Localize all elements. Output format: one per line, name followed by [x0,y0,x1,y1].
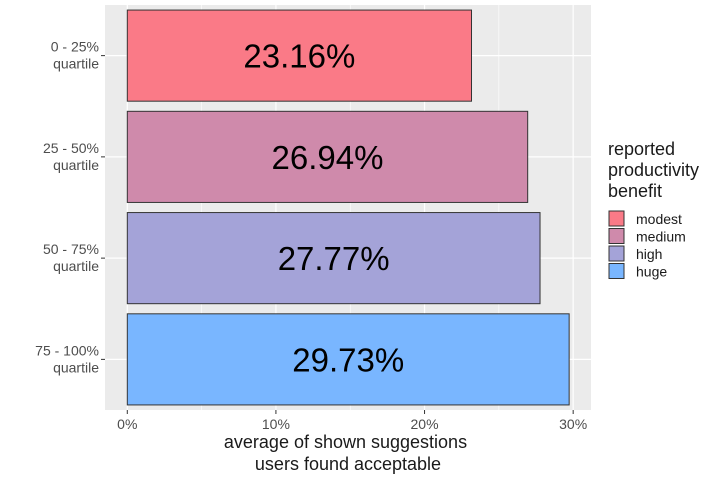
y-tick-label: 50 - 75% quartile [43,241,99,274]
y-tick-label-line: quartile [53,56,99,72]
legend-key-high [608,245,625,262]
bar-modest [126,9,473,102]
x-axis-title-line-1: average of shown suggestions [224,432,467,452]
y-tick-label: 0 - 25% quartile [51,39,99,72]
x-axis-title: average of shown suggestions users found… [224,432,472,474]
legend-label-huge: huge [636,264,667,280]
y-tick-label-line: 75 - 100% [35,342,99,358]
legend-label-high: high [636,246,662,262]
bar-value-label: 27.77% [278,240,390,277]
legend-title-line-2: productivity [608,160,699,180]
bar-labels-group: 23.16% 26.94% 27.77% 29.73% [243,38,404,379]
bar-high [126,212,541,305]
legend-title-line-3: benefit [608,181,662,201]
bar-value-label: 29.73% [292,341,404,378]
legend-label-medium: medium [636,229,686,245]
legend-key-medium [608,228,625,244]
legend-key-huge [608,263,625,279]
legend-label-modest: modest [636,211,682,227]
x-tick-label: 30% [559,416,587,432]
x-tick-label: 10% [262,416,290,432]
legend-title-line-1: reported [608,139,675,159]
legend-key-modest [608,210,625,227]
y-tick-label: 75 - 100% quartile [35,342,99,375]
y-tick-label-line: 50 - 75% [43,241,99,257]
bar-huge [126,313,570,406]
bar-value-label: 26.94% [272,139,384,176]
x-axis-title-line-2: users found acceptable [255,454,441,474]
legend-title: reported productivity benefit [608,139,704,201]
y-tick-label: 25 - 50% quartile [43,140,99,173]
x-tick-label: 0% [117,416,137,432]
x-axis: 0% 10% 20% 30% [117,410,587,432]
bars-group [126,9,570,406]
y-tick-label-line: 25 - 50% [43,140,99,156]
y-tick-label-line: quartile [53,258,99,274]
x-tick-label: 20% [411,416,439,432]
y-tick-label-line: quartile [53,157,99,173]
y-tick-label-line: quartile [53,359,99,375]
legend: reported productivity benefit modest medi… [608,139,704,280]
bar-value-label: 23.16% [243,38,355,75]
y-tick-label-line: 0 - 25% [51,39,99,55]
bar-medium [126,110,529,203]
